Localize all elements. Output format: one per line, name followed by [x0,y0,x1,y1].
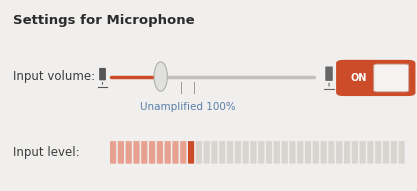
FancyBboxPatch shape [336,60,415,96]
FancyBboxPatch shape [149,141,155,164]
Text: Settings for Microphone: Settings for Microphone [13,14,195,27]
FancyBboxPatch shape [110,141,116,164]
FancyBboxPatch shape [344,141,350,164]
FancyBboxPatch shape [367,141,374,164]
FancyBboxPatch shape [235,141,241,164]
Text: ON: ON [351,73,367,83]
Text: Unamplified 100%: Unamplified 100% [140,102,236,112]
FancyBboxPatch shape [99,68,106,80]
FancyBboxPatch shape [172,141,178,164]
FancyBboxPatch shape [321,141,327,164]
FancyBboxPatch shape [374,64,409,92]
FancyBboxPatch shape [227,141,233,164]
FancyBboxPatch shape [211,141,218,164]
Ellipse shape [154,62,167,91]
FancyBboxPatch shape [180,141,186,164]
FancyBboxPatch shape [281,141,288,164]
FancyBboxPatch shape [266,141,272,164]
FancyBboxPatch shape [196,141,202,164]
FancyBboxPatch shape [289,141,296,164]
FancyBboxPatch shape [391,141,397,164]
Text: Input volume:: Input volume: [13,70,95,83]
FancyBboxPatch shape [165,141,171,164]
FancyBboxPatch shape [336,141,342,164]
FancyBboxPatch shape [352,141,358,164]
FancyBboxPatch shape [375,141,381,164]
FancyBboxPatch shape [359,141,366,164]
FancyBboxPatch shape [243,141,249,164]
FancyBboxPatch shape [219,141,225,164]
FancyBboxPatch shape [328,141,334,164]
FancyBboxPatch shape [325,66,333,81]
FancyBboxPatch shape [118,141,124,164]
FancyBboxPatch shape [399,141,405,164]
FancyBboxPatch shape [297,141,303,164]
FancyBboxPatch shape [188,141,194,164]
FancyBboxPatch shape [313,141,319,164]
FancyBboxPatch shape [258,141,264,164]
Text: Input level:: Input level: [13,146,80,159]
FancyBboxPatch shape [126,141,132,164]
FancyBboxPatch shape [383,141,389,164]
FancyBboxPatch shape [250,141,256,164]
FancyBboxPatch shape [141,141,147,164]
FancyBboxPatch shape [274,141,280,164]
FancyBboxPatch shape [157,141,163,164]
FancyBboxPatch shape [203,141,210,164]
FancyBboxPatch shape [305,141,311,164]
FancyBboxPatch shape [133,141,140,164]
